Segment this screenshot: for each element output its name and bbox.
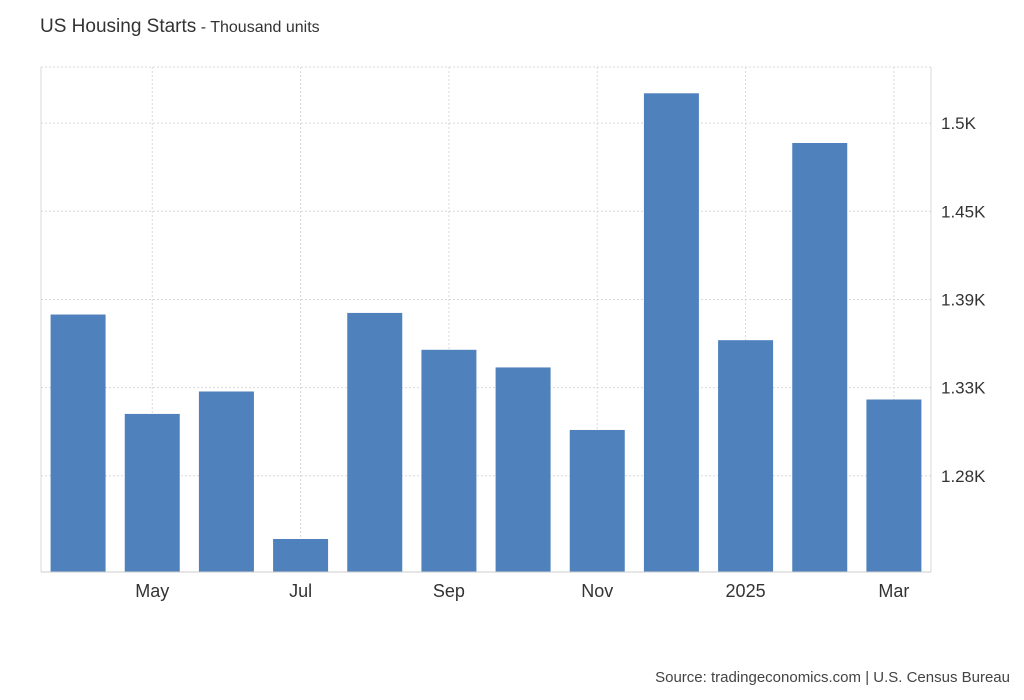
chart-title: US Housing Starts - Thousand units <box>40 16 320 38</box>
bar-jan-2025 <box>718 340 774 572</box>
bar-oct-2024 <box>495 367 551 572</box>
bar-aug-2024 <box>347 312 403 572</box>
y-tick-label: 1.45K <box>941 202 986 221</box>
y-tick-label: 1.33K <box>941 379 986 398</box>
bar-may-2024 <box>124 413 180 572</box>
bar-dec-2024 <box>643 93 699 573</box>
chart-subtitle: Thousand units <box>210 19 320 36</box>
bar-mar-2025 <box>866 399 922 572</box>
x-tick-label: Sep <box>433 581 465 601</box>
bar-sep-2024 <box>421 349 477 572</box>
bar-jul-2024 <box>273 538 329 572</box>
bar-feb-2025 <box>792 142 848 572</box>
x-tick-label: May <box>135 581 169 601</box>
x-tick-label: Mar <box>878 581 909 601</box>
source-attribution: Source: tradingeconomics.com | U.S. Cens… <box>655 669 1010 686</box>
x-tick-label: Nov <box>581 581 613 601</box>
bar-jun-2024 <box>198 391 254 572</box>
chart-title-text: US Housing Starts <box>40 16 197 37</box>
title-separator: - <box>196 19 211 36</box>
bar-nov-2024 <box>569 429 625 572</box>
y-tick-label: 1.39K <box>941 290 986 309</box>
y-tick-label: 1.5K <box>941 114 977 133</box>
y-tick-label: 1.28K <box>941 467 986 486</box>
x-tick-label: Jul <box>289 581 312 601</box>
x-tick-label: 2025 <box>726 581 766 601</box>
bar-apr-2024 <box>50 314 106 572</box>
